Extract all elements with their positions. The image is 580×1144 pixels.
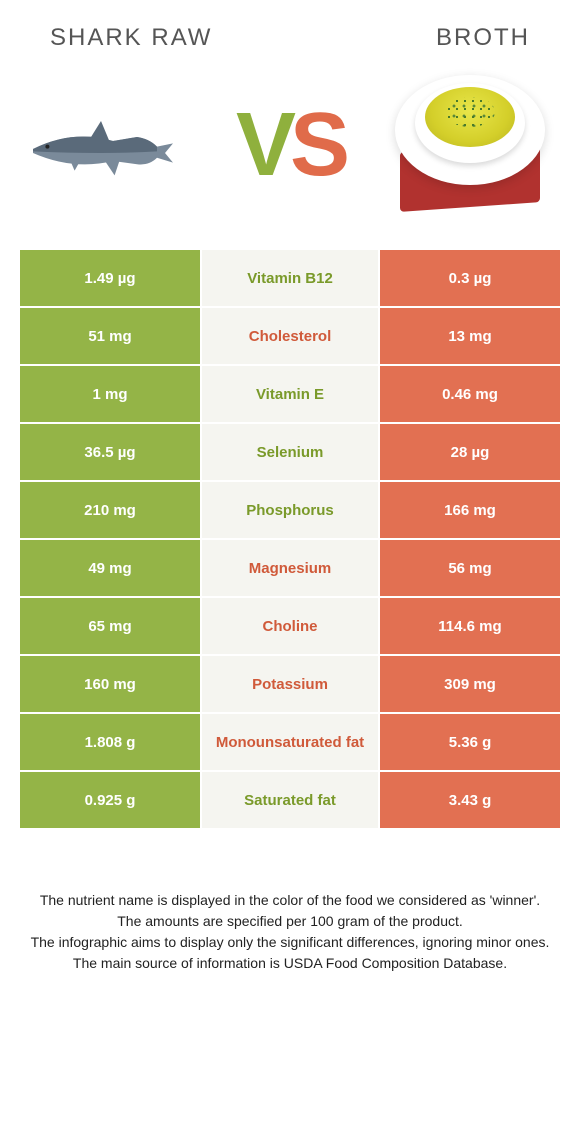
comparison-table: 1.49 µgVitamin B120.3 µg51 mgCholesterol… bbox=[20, 250, 560, 828]
vs-label: VS bbox=[236, 100, 344, 190]
table-row: 160 mgPotassium309 mg bbox=[20, 656, 560, 712]
left-value: 1 mg bbox=[20, 366, 200, 422]
footer-line: The infographic aims to display only the… bbox=[30, 932, 550, 953]
nutrient-label: Magnesium bbox=[202, 540, 378, 596]
right-value: 0.3 µg bbox=[380, 250, 560, 306]
nutrient-label: Selenium bbox=[202, 424, 378, 480]
nutrient-label: Potassium bbox=[202, 656, 378, 712]
right-value: 13 mg bbox=[380, 308, 560, 364]
table-row: 51 mgCholesterol13 mg bbox=[20, 308, 560, 364]
left-value: 0.925 g bbox=[20, 772, 200, 828]
left-value: 1.808 g bbox=[20, 714, 200, 770]
footer-line: The main source of information is USDA F… bbox=[30, 953, 550, 974]
nutrient-label: Phosphorus bbox=[202, 482, 378, 538]
table-row: 1 mgVitamin E0.46 mg bbox=[20, 366, 560, 422]
left-value: 65 mg bbox=[20, 598, 200, 654]
table-row: 210 mgPhosphorus166 mg bbox=[20, 482, 560, 538]
right-value: 309 mg bbox=[380, 656, 560, 712]
left-value: 51 mg bbox=[20, 308, 200, 364]
left-value: 36.5 µg bbox=[20, 424, 200, 480]
left-value: 49 mg bbox=[20, 540, 200, 596]
right-value: 114.6 mg bbox=[380, 598, 560, 654]
footer-line: The amounts are specified per 100 gram o… bbox=[30, 911, 550, 932]
footer-notes: The nutrient name is displayed in the co… bbox=[20, 830, 560, 974]
right-value: 56 mg bbox=[380, 540, 560, 596]
nutrient-label: Monounsaturated fat bbox=[202, 714, 378, 770]
right-value: 3.43 g bbox=[380, 772, 560, 828]
broth-image bbox=[390, 70, 560, 220]
right-value: 28 µg bbox=[380, 424, 560, 480]
nutrient-label: Saturated fat bbox=[202, 772, 378, 828]
right-value: 166 mg bbox=[380, 482, 560, 538]
right-value: 5.36 g bbox=[380, 714, 560, 770]
title-row: Shark raw Broth bbox=[20, 24, 560, 60]
left-value: 210 mg bbox=[20, 482, 200, 538]
table-row: 1.49 µgVitamin B120.3 µg bbox=[20, 250, 560, 306]
nutrient-label: Vitamin B12 bbox=[202, 250, 378, 306]
shark-image bbox=[20, 70, 190, 220]
left-value: 160 mg bbox=[20, 656, 200, 712]
table-row: 36.5 µgSelenium28 µg bbox=[20, 424, 560, 480]
nutrient-label: Choline bbox=[202, 598, 378, 654]
title-left: Shark raw bbox=[50, 24, 212, 52]
nutrient-label: Vitamin E bbox=[202, 366, 378, 422]
title-right: Broth bbox=[436, 24, 530, 52]
left-value: 1.49 µg bbox=[20, 250, 200, 306]
table-row: 0.925 gSaturated fat3.43 g bbox=[20, 772, 560, 828]
table-row: 49 mgMagnesium56 mg bbox=[20, 540, 560, 596]
table-row: 1.808 gMonounsaturated fat5.36 g bbox=[20, 714, 560, 770]
right-value: 0.46 mg bbox=[380, 366, 560, 422]
nutrient-label: Cholesterol bbox=[202, 308, 378, 364]
table-row: 65 mgCholine114.6 mg bbox=[20, 598, 560, 654]
footer-line: The nutrient name is displayed in the co… bbox=[30, 890, 550, 911]
hero: VS bbox=[20, 60, 560, 250]
